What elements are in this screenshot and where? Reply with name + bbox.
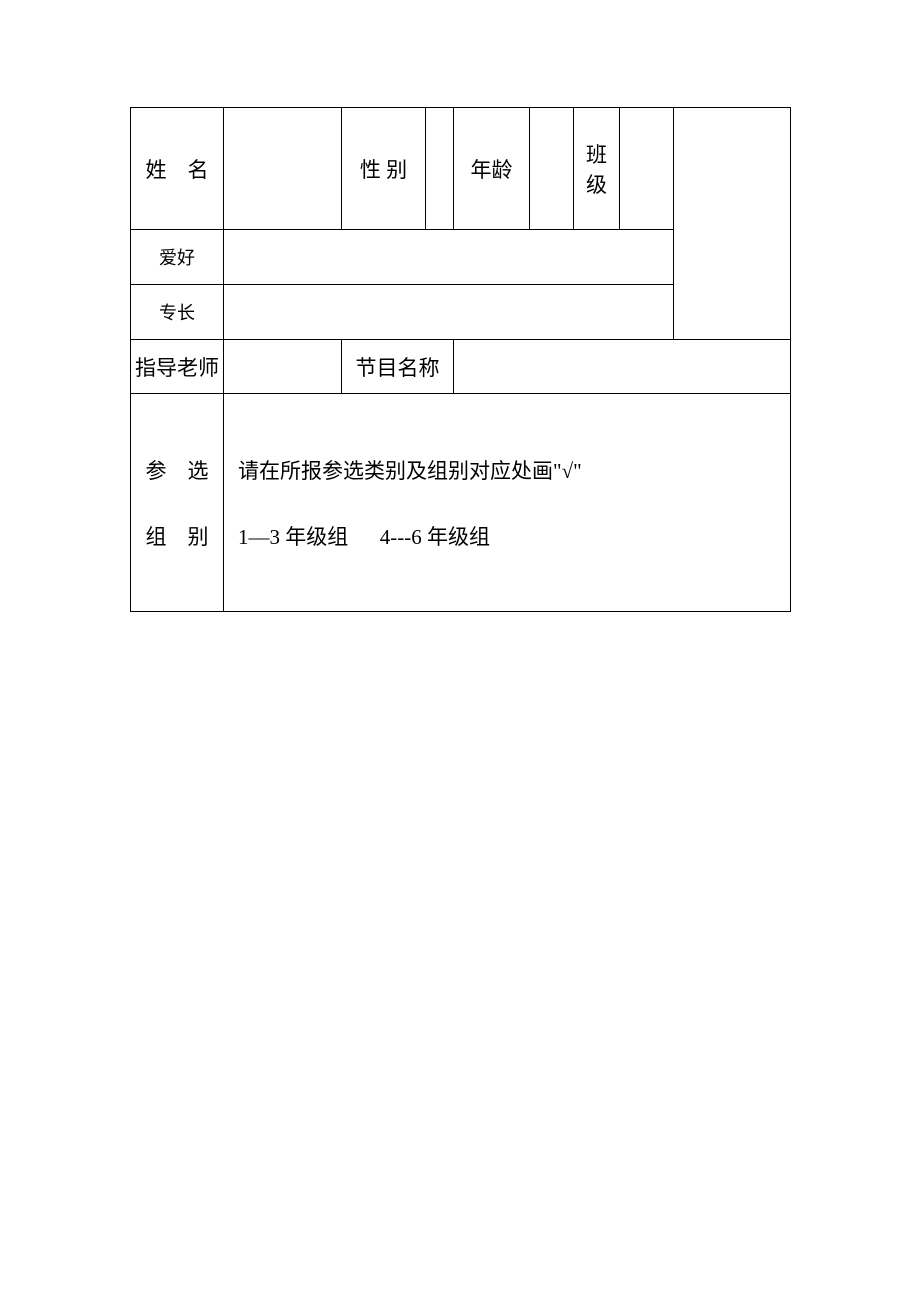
age-label: 年龄 <box>454 108 530 230</box>
registration-form-table: 姓 名 性 别 年龄 班 级 爱好 专长 指导老师 <box>130 107 791 612</box>
class-label: 班 级 <box>574 108 620 230</box>
hobby-value[interactable] <box>224 230 674 285</box>
gender-label: 性 别 <box>342 108 426 230</box>
group-label: 参 选 组 别 <box>131 394 224 612</box>
program-label-text: 节目名称 <box>356 356 440 380</box>
specialty-label: 专长 <box>131 285 224 340</box>
class-value[interactable] <box>620 108 674 230</box>
gender-label-text: 性 别 <box>360 158 407 182</box>
hobby-label-text: 爱好 <box>159 248 195 268</box>
program-value[interactable] <box>454 340 791 394</box>
name-label: 姓 名 <box>131 108 224 230</box>
photo-area[interactable] <box>674 108 791 340</box>
class-label-char1: 班 <box>586 139 607 169</box>
gender-value[interactable] <box>426 108 454 230</box>
group-label-line2: 组 别 <box>146 521 209 551</box>
hobby-label: 爱好 <box>131 230 224 285</box>
program-label: 节目名称 <box>342 340 454 394</box>
group-selection-area[interactable]: 请在所报参选类别及组别对应处画"√" 1—3 年级组 4---6 年级组 <box>224 394 791 612</box>
group-label-line1: 参 选 <box>146 455 209 485</box>
teacher-label: 指导老师 <box>131 340 224 394</box>
age-label-text: 年龄 <box>471 158 513 182</box>
specialty-label-text: 专长 <box>159 303 195 323</box>
age-value[interactable] <box>530 108 574 230</box>
class-label-char2: 级 <box>586 169 607 199</box>
name-label-text: 姓 名 <box>146 158 209 182</box>
teacher-value[interactable] <box>224 340 342 394</box>
teacher-label-text: 指导老师 <box>135 356 219 380</box>
group-options: 1—3 年级组 4---6 年级组 <box>238 521 790 551</box>
name-value[interactable] <box>224 108 342 230</box>
specialty-value[interactable] <box>224 285 674 340</box>
group-instruction: 请在所报参选类别及组别对应处画"√" <box>238 455 790 485</box>
